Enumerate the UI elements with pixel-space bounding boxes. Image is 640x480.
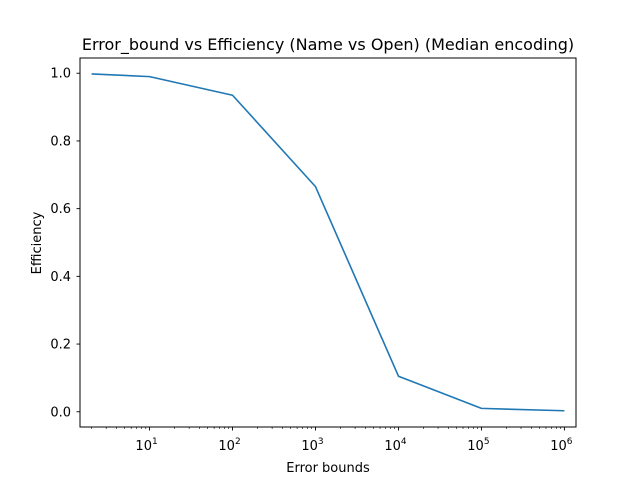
y-tick-label: 0.0 [50, 405, 71, 420]
y-axis: 0.0 0.2 0.4 0.6 0.8 1.0 [50, 67, 80, 420]
y-tick-label: 1.0 [50, 67, 71, 82]
y-tick-label: 0.2 [50, 338, 71, 353]
x-tick-label: 103 [301, 437, 323, 454]
series-layer [91, 73, 565, 412]
x-axis-label: Error bounds [286, 461, 370, 476]
x-tick-label: 105 [467, 437, 489, 454]
y-axis-label: Efficiency [30, 211, 45, 274]
y-tick-label: 0.6 [50, 202, 71, 217]
y-tick-label: 0.4 [50, 270, 71, 285]
chart-title: Error_bound vs Efficiency (Name vs Open)… [82, 35, 574, 55]
x-axis: 101 102 103 104 105 106 [91, 427, 573, 454]
x-tick-label: 101 [135, 437, 157, 454]
y-tick-label: 0.8 [50, 134, 71, 149]
plot-frame [79, 57, 577, 428]
x-tick-label: 102 [218, 437, 240, 454]
x-tick-label: 106 [550, 437, 573, 454]
x-tick-label: 104 [384, 437, 407, 454]
series-line [91, 73, 565, 412]
